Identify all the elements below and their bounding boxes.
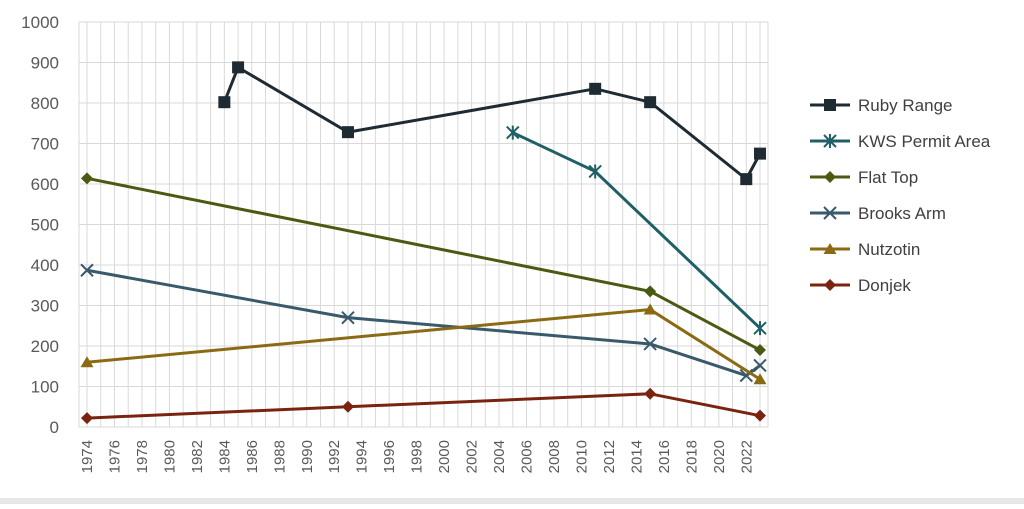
y-tick-label: 900: [31, 54, 59, 73]
series-line: [86, 308, 761, 381]
data-point: [824, 279, 836, 291]
series-donjek: [81, 387, 766, 425]
bottom-divider: [0, 498, 1024, 504]
legend-label: Ruby Range: [858, 96, 953, 115]
data-point: [81, 412, 93, 425]
x-tick-label: 2018: [683, 440, 700, 473]
data-point: [644, 285, 657, 298]
data-point: [643, 337, 657, 351]
x-tick-label: 2008: [546, 440, 563, 473]
data-point: [506, 125, 520, 140]
data-point: [754, 344, 766, 357]
y-tick-label: 300: [31, 297, 59, 316]
series-nutzotin: [80, 303, 767, 385]
data-point: [643, 303, 657, 315]
data-point: [754, 409, 766, 422]
grid: [78, 21, 769, 428]
data-point: [753, 373, 767, 385]
x-tick-label: 1992: [326, 440, 343, 473]
series-kws-permit-area: [506, 125, 767, 336]
data-point: [80, 356, 94, 368]
x-tick-label: 1982: [189, 440, 206, 473]
x-tick-label: 2020: [711, 440, 728, 473]
legend: Ruby Range KWS Permit Area Flat Top Brooks …: [810, 96, 991, 295]
x-tick-label: 1988: [271, 440, 288, 473]
legend-label: KWS Permit Area: [858, 132, 991, 151]
legend-item: Flat Top: [810, 168, 918, 187]
x-tick-label: 1976: [106, 440, 123, 473]
legend-item: Donjek: [810, 276, 911, 295]
data-point: [753, 321, 767, 336]
data-point: [823, 206, 837, 220]
x-tick-label: 1990: [299, 440, 316, 473]
legend-item: Nutzotin: [810, 240, 920, 259]
x-tick-label: 1998: [409, 440, 426, 473]
x-tick-label: 2000: [436, 440, 453, 473]
data-point: [80, 263, 94, 277]
data-point: [824, 171, 836, 183]
y-tick-label: 0: [50, 418, 59, 437]
series-lines: [80, 61, 767, 425]
y-tick-label: 500: [31, 216, 59, 235]
y-tick-label: 200: [31, 337, 59, 356]
y-tick-label: 100: [31, 378, 59, 397]
y-tick-label: 400: [31, 256, 59, 275]
legend-label: Nutzotin: [858, 240, 920, 259]
series-ruby-range: [218, 61, 766, 186]
x-tick-label: 2012: [601, 440, 618, 473]
data-point: [824, 99, 836, 111]
x-tick-label: 1986: [244, 440, 261, 473]
x-tick-label: 1974: [79, 440, 96, 473]
data-point: [341, 126, 354, 139]
data-point: [232, 61, 245, 74]
data-point: [644, 387, 657, 400]
series-line: [86, 268, 761, 378]
data-point: [753, 358, 767, 373]
legend-item: Ruby Range: [810, 96, 953, 115]
data-point: [644, 96, 657, 109]
legend-label: Flat Top: [858, 168, 918, 187]
series-flat-top: [81, 172, 766, 357]
series-line: [86, 392, 761, 420]
y-tick-label: 700: [31, 135, 59, 154]
x-tick-label: 1980: [161, 440, 178, 473]
x-tick-label: 2014: [628, 440, 645, 473]
y-tick-label: 600: [31, 175, 59, 194]
x-tick-label: 1996: [381, 440, 398, 473]
legend-item: Brooks Arm: [810, 204, 946, 223]
data-point: [823, 134, 837, 148]
data-point: [589, 82, 602, 95]
x-tick-label: 1994: [354, 440, 371, 473]
x-tick-label: 2010: [573, 440, 590, 473]
x-tick-label: 1984: [216, 440, 233, 473]
axes: 0 100 200 300 400 500 600 700 800 900 1000 1974 1976…: [21, 13, 755, 473]
legend-item: KWS Permit Area: [810, 132, 991, 151]
data-point: [588, 164, 602, 179]
data-point: [81, 172, 93, 185]
x-tick-label: 1978: [134, 440, 151, 473]
legend-label: Brooks Arm: [858, 204, 946, 223]
x-tick-label: 2004: [491, 440, 508, 473]
data-point: [740, 173, 753, 186]
data-point: [218, 96, 231, 109]
legend-label: Donjek: [858, 276, 911, 295]
data-point: [823, 243, 837, 254]
x-tick-label: 2022: [738, 440, 755, 473]
data-point: [754, 147, 766, 160]
y-tick-label: 800: [31, 94, 59, 113]
data-point: [341, 310, 355, 325]
x-tick-label: 2006: [519, 440, 536, 473]
series-brooks-arm: [80, 263, 767, 383]
series-line: [222, 65, 762, 181]
data-point: [341, 400, 354, 413]
x-tick-label: 2016: [656, 440, 673, 473]
x-tick-label: 2002: [464, 440, 481, 473]
y-tick-label: 1000: [21, 13, 59, 32]
